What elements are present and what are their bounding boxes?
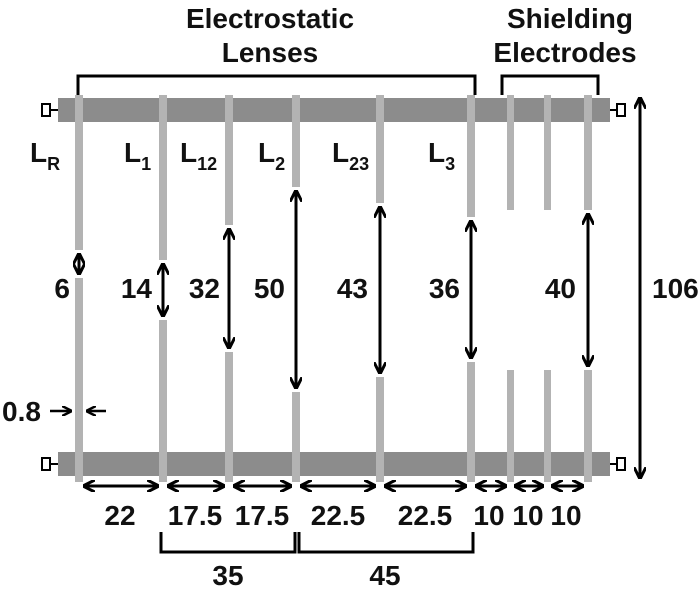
bracket: [500, 74, 600, 95]
gap-label: 32: [189, 273, 220, 304]
title-line: Electrodes: [493, 37, 636, 68]
title-line: Lenses: [222, 37, 319, 68]
rail: [58, 98, 610, 122]
title-line: Electrostatic: [186, 3, 354, 34]
connectors: [41, 103, 626, 471]
group-label: 45: [369, 560, 400, 591]
gap-label: 14: [121, 273, 153, 304]
electrode-label: L12: [180, 137, 217, 174]
bracket: [76, 74, 477, 95]
electrode-label: LR: [30, 137, 60, 174]
group-label: 35: [212, 560, 243, 591]
electrodes: [75, 95, 592, 482]
spacing-label: 10: [473, 500, 504, 531]
bracket: [297, 532, 475, 554]
spacing-label: 17.5: [168, 500, 223, 531]
thickness-label: 0.8: [2, 396, 41, 427]
spacing-label: 10: [512, 500, 543, 531]
gap-label: 40: [545, 273, 576, 304]
electrode-label: L2: [258, 137, 285, 174]
title-line: Shielding: [507, 3, 633, 34]
electrode-label: L3: [428, 137, 455, 174]
gap-label: 50: [254, 273, 285, 304]
gap-arrows: [79, 98, 640, 478]
rail: [58, 452, 610, 476]
gap-label: 6: [54, 273, 70, 304]
electrode-label: L23: [332, 137, 369, 174]
spacing-label: 22: [104, 500, 135, 531]
gap-label: 43: [337, 273, 368, 304]
electrode-label: L1: [124, 137, 151, 174]
bracket: [159, 532, 297, 554]
spacing-label: 22.5: [398, 500, 453, 531]
gap-label: 36: [429, 273, 460, 304]
spacing-label: 22.5: [311, 500, 366, 531]
spacing-label: 10: [550, 500, 581, 531]
spacing-label: 17.5: [235, 500, 290, 531]
height-label: 106: [652, 273, 699, 304]
